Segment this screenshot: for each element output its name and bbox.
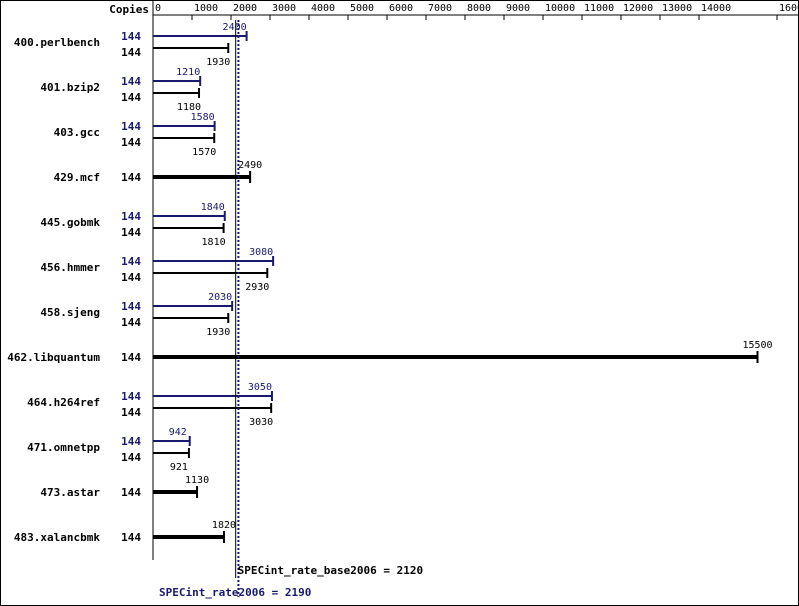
benchmark-label: 401.bzip2 (40, 81, 100, 94)
peak-value-label: 942 (169, 427, 187, 438)
x-tick-label: 10000 (545, 3, 575, 14)
base-value-label: 1930 (206, 57, 230, 68)
x-tick-label: 1000 (194, 3, 218, 14)
peak-copies-label: 144 (121, 120, 141, 133)
copies-label: 144 (121, 351, 141, 364)
base-copies-label: 144 (121, 406, 141, 419)
peak-value-label: 1840 (201, 202, 225, 213)
x-tick-label: 4000 (311, 3, 335, 14)
base-copies-label: 144 (121, 46, 141, 59)
benchmark-row: 400.perlbench 144 144 2400 1930 (14, 22, 248, 68)
base-value-label: 1570 (192, 147, 216, 158)
x-tick-label: 2000 (233, 3, 257, 14)
base-value-label: 1810 (202, 237, 226, 248)
x-tick-label: 8000 (467, 3, 491, 14)
peak-copies-label: 144 (121, 255, 141, 268)
benchmark-row: 462.libquantum 144 15500 (7, 340, 772, 364)
benchmark-row: 401.bzip2 144 144 1210 1180 (40, 67, 202, 113)
benchmark-label: 462.libquantum (7, 351, 100, 364)
benchmark-label: 458.sjeng (40, 306, 100, 319)
peak-copies-label: 144 (121, 75, 141, 88)
copies-label: 144 (121, 171, 141, 184)
base-value-label: 2930 (245, 282, 269, 293)
x-tick-label: 13000 (662, 3, 692, 14)
peak-copies-label: 144 (121, 390, 141, 403)
benchmark-label: 403.gcc (54, 126, 100, 139)
copies-header: Copies (109, 3, 149, 16)
peak-value-label: 2400 (223, 22, 247, 33)
base-copies-label: 144 (121, 226, 141, 239)
copies-label: 144 (121, 531, 141, 544)
benchmark-row: 471.omnetpp 144 144 942 921 (27, 427, 191, 473)
benchmark-label: 445.gobmk (40, 216, 100, 229)
peak-value-label: 1210 (176, 67, 200, 78)
x-tick-label: 0 (155, 3, 161, 14)
benchmark-label: 473.astar (40, 486, 100, 499)
benchmark-row: 483.xalancbmk 144 1820 (14, 520, 236, 544)
peak-value-label: 3080 (249, 247, 273, 258)
x-tick-label: 6000 (389, 3, 413, 14)
peak-copies-label: 144 (121, 210, 141, 223)
base-value-label: 921 (170, 462, 188, 473)
benchmark-row: 464.h264ref 144 144 3050 3030 (27, 382, 273, 428)
benchmark-row: 445.gobmk 144 144 1840 1810 (40, 202, 226, 248)
x-tick-label: 7000 (428, 3, 452, 14)
benchmark-row: 429.mcf 144 2490 (54, 160, 263, 184)
benchmark-label: 456.hmmer (40, 261, 100, 274)
peak-copies-label: 144 (121, 300, 141, 313)
peak-copies-label: 144 (121, 30, 141, 43)
peak-summary-label: SPECint_rate2006 = 2190 (159, 586, 311, 599)
peak-value-label: 2030 (208, 292, 232, 303)
peak-value-label: 1580 (191, 112, 215, 123)
benchmark-rows: 400.perlbench 144 144 2400 1930 401.bzip2 144 1… (7, 22, 772, 544)
x-tick-label: 12000 (623, 3, 653, 14)
x-tick-label: 11000 (584, 3, 614, 14)
benchmark-label: 471.omnetpp (27, 441, 100, 454)
base-value-label: 1180 (177, 102, 201, 113)
base-value-label: 1820 (212, 520, 236, 531)
base-value-label: 2490 (238, 160, 262, 171)
benchmark-row: 473.astar 144 1130 (40, 475, 209, 499)
reference-lines: SPECint_rate_base2006 = 2120 SPECint_rate… (159, 20, 423, 599)
benchmark-label: 429.mcf (54, 171, 100, 184)
peak-copies-label: 144 (121, 435, 141, 448)
base-value-label: 15500 (742, 340, 772, 351)
base-value-label: 1130 (185, 475, 209, 486)
benchmark-label: 464.h264ref (27, 396, 100, 409)
base-copies-label: 144 (121, 271, 141, 284)
peak-value-label: 3050 (248, 382, 272, 393)
copies-label: 144 (121, 486, 141, 499)
benchmark-row: 456.hmmer 144 144 3080 2930 (40, 247, 275, 293)
x-tick-label: 3000 (272, 3, 296, 14)
benchmark-label: 400.perlbench (14, 36, 100, 49)
base-copies-label: 144 (121, 136, 141, 149)
base-value-label: 3030 (249, 417, 273, 428)
benchmark-label: 483.xalancbmk (14, 531, 100, 544)
x-tick-label: 9000 (506, 3, 530, 14)
base-copies-label: 144 (121, 451, 141, 464)
x-tick-label: 16000 (779, 3, 799, 14)
benchmark-row: 458.sjeng 144 144 2030 1930 (40, 292, 234, 338)
base-copies-label: 144 (121, 91, 141, 104)
base-copies-label: 144 (121, 316, 141, 329)
base-summary-label: SPECint_rate_base2006 = 2120 (238, 564, 423, 577)
benchmark-row: 403.gcc 144 144 1580 1570 (54, 112, 217, 158)
x-tick-label: 14000 (701, 3, 731, 14)
x-tick-label: 5000 (350, 3, 374, 14)
base-value-label: 1930 (206, 327, 230, 338)
